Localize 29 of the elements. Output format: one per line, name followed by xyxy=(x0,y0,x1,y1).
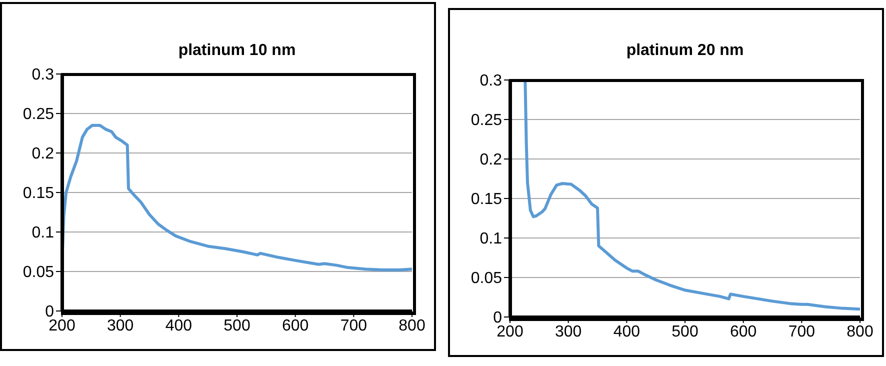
y-tick-label: 0.05 xyxy=(22,264,54,282)
x-tick-label: 200 xyxy=(496,323,524,340)
line-series xyxy=(62,124,412,272)
x-tick-label: 700 xyxy=(340,317,368,334)
y-tick-label: 0.25 xyxy=(22,106,54,124)
x-tick-label: 400 xyxy=(165,317,192,334)
x-tick-label: 400 xyxy=(613,323,640,340)
y-tick-label: 0.25 xyxy=(470,112,502,130)
y-tick-label: 0.2 xyxy=(480,152,502,169)
y-tick-label: 0.3 xyxy=(480,72,502,90)
x-tick-label: 600 xyxy=(730,323,757,340)
x-tick-label: 500 xyxy=(224,317,250,334)
x-tick-label: 300 xyxy=(554,323,582,340)
y-tick-label: 0.1 xyxy=(480,230,502,248)
x-tick-label: 500 xyxy=(672,323,698,340)
x-tick-label: 300 xyxy=(106,317,134,334)
y-tick-label: 0.05 xyxy=(470,270,502,288)
x-tick-label: 200 xyxy=(48,317,76,334)
y-tick-label: 0.15 xyxy=(470,191,502,208)
y-tick-label: 0.3 xyxy=(32,66,54,84)
chart-title: platinum 10 nm xyxy=(177,42,297,60)
y-tick-label: 0.1 xyxy=(32,224,54,242)
x-tick-label: 800 xyxy=(846,323,874,340)
x-tick-label: 700 xyxy=(788,323,816,340)
y-tick-label: 0.15 xyxy=(22,185,54,202)
x-tick-label: 800 xyxy=(398,317,426,334)
x-tick-label: 600 xyxy=(282,317,309,334)
chart-title: platinum 20 nm xyxy=(625,42,745,60)
y-tick-label: 0.2 xyxy=(32,146,54,163)
